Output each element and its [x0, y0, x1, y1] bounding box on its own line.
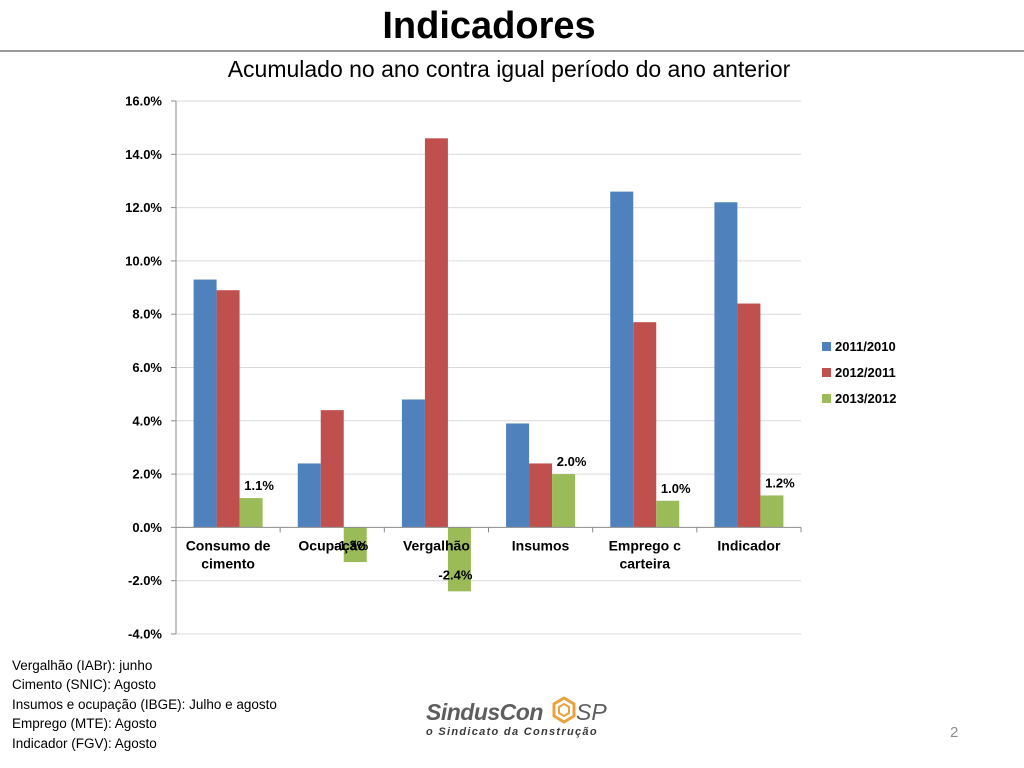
bar	[610, 191, 634, 528]
y-tick-label: 6.0%	[132, 360, 162, 375]
data-label: -1.3%	[334, 538, 368, 553]
bar	[714, 202, 738, 528]
x-category-label: Insumos	[512, 537, 570, 553]
data-label: 1.2%	[765, 475, 795, 490]
y-tick-label: 16.0%	[125, 94, 162, 109]
legend-swatch	[822, 393, 831, 403]
logo-name: SindusCon	[426, 699, 543, 725]
data-label: 1.0%	[661, 481, 691, 496]
x-category-label: Consumo de cimento	[186, 537, 271, 571]
logo-tagline: o Sindicato da Construção	[426, 726, 598, 738]
x-category-label: Vergalhão	[403, 537, 470, 553]
y-tick-label: 10.0%	[125, 253, 162, 268]
legend-label: 2012/2011	[835, 364, 896, 380]
legend-item: 2011/2010	[822, 333, 896, 359]
bar	[447, 527, 471, 592]
bar	[343, 527, 367, 563]
data-label: 1.1%	[244, 478, 274, 493]
hexagon-logo-icon	[552, 696, 576, 724]
legend-item: 2012/2011	[822, 359, 896, 385]
sinduscon-logo: SindusCon SP o Sindicato da Construção	[426, 696, 607, 744]
slide-title: Indicadores	[382, 5, 596, 47]
x-category-label-line: carteira	[619, 555, 670, 571]
source-note: Cimento (SNIC): Agosto	[12, 677, 157, 693]
x-category-label-line: cimento	[201, 555, 255, 571]
x-category-label-line: Ocupação	[298, 537, 366, 553]
source-note: Vergalhão (IABr): junho	[12, 658, 153, 673]
y-tick-label: 2.0%	[132, 467, 162, 482]
data-label: 2.0%	[557, 454, 587, 469]
slide-subtitle: Acumulado no ano contra igual período do…	[227, 56, 791, 82]
legend-label: 2013/2012	[835, 390, 897, 406]
y-tick-label: -2.0%	[128, 573, 162, 588]
source-note: Insumos e ocupação (IBGE): Julho e agost…	[12, 696, 277, 712]
bar	[320, 410, 344, 528]
bar	[193, 279, 217, 528]
bar	[529, 463, 553, 528]
bar	[737, 303, 761, 528]
source-notes: Vergalhão (IABr): junho Cimento (SNIC): …	[12, 656, 277, 753]
y-tick-label: 12.0%	[125, 200, 162, 215]
legend-swatch	[822, 367, 831, 377]
y-tick-label: 14.0%	[125, 147, 162, 162]
source-note: Emprego (MTE): Agosto	[12, 716, 157, 732]
x-category-label: Emprego c carteira	[609, 537, 682, 571]
x-category-label-line: Insumos	[512, 537, 570, 553]
bar	[401, 399, 425, 528]
x-category-label-line: Consumo de	[186, 537, 271, 553]
data-label: -2.4%	[438, 567, 472, 582]
logo-suffix: SP	[576, 699, 607, 725]
y-tick-label: 0.0%	[132, 520, 162, 535]
x-category-label-line: Indicador	[717, 537, 781, 553]
y-tick-label: -4.0%	[128, 627, 162, 642]
x-category-label: Indicador	[717, 537, 781, 553]
bar	[552, 474, 576, 528]
source-note: Indicador (FGV): Agosto	[12, 735, 157, 751]
bar	[297, 463, 321, 528]
bar	[760, 495, 784, 528]
bar	[216, 290, 240, 528]
legend-swatch	[822, 341, 831, 351]
legend-label: 2011/2010	[835, 338, 896, 354]
page-number: 2	[950, 724, 959, 741]
legend-item: 2013/2012	[822, 385, 896, 411]
bar	[424, 138, 448, 528]
y-tick-label: 4.0%	[132, 413, 162, 428]
x-category-label-line: Vergalhão	[403, 537, 470, 553]
title-divider	[0, 50, 1024, 52]
bar	[239, 498, 263, 528]
bar	[656, 500, 680, 528]
chart-legend: 2011/2010 2012/2011 2013/2012	[822, 333, 896, 411]
y-tick-label: 8.0%	[132, 307, 162, 322]
x-category-label-line: Emprego c	[609, 537, 682, 553]
bar	[506, 423, 530, 528]
x-category-label: Ocupação	[298, 537, 366, 553]
bar	[633, 322, 657, 528]
